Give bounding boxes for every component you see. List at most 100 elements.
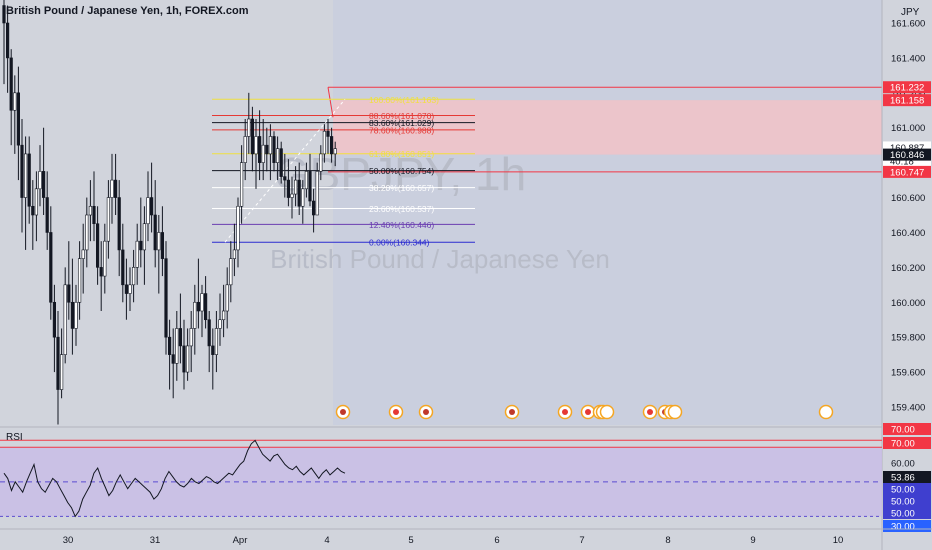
fib-trendline (224, 98, 346, 243)
price-badge (883, 148, 931, 161)
price-badge-label: 161.158 (890, 96, 924, 107)
candle-body (38, 171, 42, 190)
event-stack-icon (667, 404, 683, 420)
fib-level-label: 78.60%(160.988) (369, 125, 434, 135)
rsi-label[interactable]: RSI (6, 432, 23, 443)
candle-body (297, 179, 301, 207)
candle-body (319, 153, 323, 172)
future-area (333, 0, 882, 425)
candle-body (78, 258, 82, 303)
candle-body (74, 301, 78, 329)
time-tick-label: 4 (324, 535, 329, 546)
candle-body (139, 240, 143, 251)
event-marker-dot (423, 409, 429, 415)
candle-body (106, 197, 110, 242)
candle-body (189, 328, 193, 347)
candle-body (322, 130, 327, 155)
fib-level-label: 50.00%(160.754) (369, 166, 434, 176)
candle-body (243, 136, 247, 163)
candle-body (182, 345, 186, 373)
candle-body (164, 258, 168, 338)
fib-level-label: 100.00%(161.163) (369, 95, 439, 105)
candle-body (142, 223, 147, 251)
fib-level-label: 0.00%(160.344) (369, 238, 430, 248)
candle-body (275, 148, 280, 163)
rsi-badge-label: 50.00 (891, 497, 915, 508)
symbol-title[interactable]: British Pound / Japanese Yen, 1h, FOREX.… (6, 5, 249, 17)
time-tick-label: 6 (494, 535, 499, 546)
candle-body (70, 301, 74, 329)
candle-body (279, 148, 283, 177)
rsi-badge (883, 471, 931, 483)
candle-body (293, 179, 298, 195)
rsi-badge-label: 30.00 (891, 522, 915, 533)
candle-body (175, 328, 179, 364)
candle-body (45, 197, 49, 233)
time-tick-label: Apr (233, 535, 248, 546)
candle-body (81, 249, 85, 259)
candle-body (88, 205, 92, 216)
candle-body (290, 193, 294, 198)
fib-level-label: 23.60%(160.537) (369, 204, 434, 214)
price-badge (883, 94, 931, 107)
candle-body (23, 153, 28, 198)
candle-body (150, 197, 154, 216)
candle-body (250, 118, 255, 155)
resistance-zone (333, 100, 882, 155)
candle-body (27, 153, 31, 207)
candle-body (160, 232, 165, 259)
rsi-badge-label: 50.00 (891, 485, 915, 496)
event-marker-dot (509, 409, 515, 415)
watermark-name: British Pound / Japanese Yen (270, 244, 610, 274)
candle-body (333, 148, 337, 155)
candle-body (2, 5, 6, 24)
candle-body (301, 188, 305, 207)
time-tick-label: 30 (63, 535, 74, 546)
candle-body (171, 354, 175, 364)
candle-body (186, 345, 190, 373)
price-badge-label: 160.887 (890, 143, 924, 154)
rsi-line (3, 439, 346, 518)
currency-label: JPY (901, 7, 920, 18)
candle-body (200, 293, 204, 312)
candle-body (117, 197, 121, 251)
candle-body (52, 301, 56, 338)
price-badge (883, 165, 931, 178)
candle-body (283, 176, 287, 181)
rsi-badge-label: 50.00 (891, 509, 915, 520)
candle-body (34, 188, 38, 216)
candle-body (326, 130, 330, 137)
fib-level-label: 61.80%(160.851) (369, 149, 434, 159)
event-calendar-icon (504, 404, 520, 420)
level-connector (327, 87, 334, 118)
candle-body (272, 136, 276, 163)
candle-body (110, 179, 114, 198)
time-tick-label: 5 (408, 535, 413, 546)
candle-body (67, 284, 71, 303)
candle-body (257, 136, 262, 163)
event-flag-icon (557, 404, 573, 420)
price-tick-label: 159.800 (891, 333, 925, 344)
price-tick-label: 161.000 (891, 123, 925, 134)
fib-level-label: 83.60%(161.029) (369, 118, 434, 128)
candle-body (41, 171, 46, 198)
candle-body (265, 144, 269, 155)
candle-body (204, 293, 208, 321)
time-tick-label: 9 (750, 535, 755, 546)
candle-body (329, 136, 334, 155)
event-marker-dot (562, 409, 568, 415)
price-badge-label: 160.846 (890, 150, 924, 161)
candle-body (286, 179, 291, 198)
candle-body (304, 171, 309, 190)
candle-body (85, 214, 89, 251)
candle-body (9, 57, 13, 111)
event-stack-icon (818, 404, 834, 420)
rsi-badge-label: 53.86 (891, 473, 915, 484)
rsi-badge (883, 423, 931, 435)
candle-body (222, 310, 226, 321)
candle-body (49, 232, 53, 303)
candle-body (114, 179, 118, 198)
rsi-badge (883, 437, 931, 449)
